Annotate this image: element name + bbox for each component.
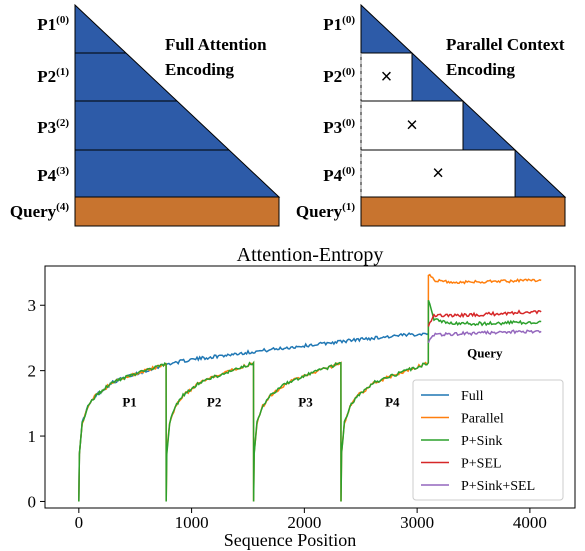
segment-label-p4: P4 bbox=[385, 395, 400, 410]
parallel-context-diagram: × × × P1(0) P2(0) P3(0) P4(0) Query(1) Parallel … bbox=[296, 3, 567, 227]
series-line-p-sink-sel bbox=[427, 329, 542, 344]
y-tick-label: 3 bbox=[28, 296, 37, 315]
y-tick-label: 2 bbox=[28, 362, 37, 381]
row-label-p2: P2(0) bbox=[323, 66, 355, 86]
masked-mark: × bbox=[381, 66, 393, 88]
row-label-p2: P2(1) bbox=[37, 66, 69, 86]
masked-block bbox=[360, 149, 516, 198]
query-band bbox=[360, 196, 566, 227]
diagram-subtitle: Encoding bbox=[165, 60, 234, 79]
y-tick-label: 0 bbox=[28, 492, 37, 511]
row-label-p4: P4(3) bbox=[37, 165, 69, 185]
legend-label: P+SEL bbox=[461, 457, 502, 472]
row-label-query: Query(1) bbox=[296, 201, 355, 221]
chart-title: Attention-Entropy bbox=[237, 244, 384, 266]
full-attention-diagram: P1(0) P2(1) P3(2) P4(3) Query(4) Full Attenti… bbox=[10, 3, 281, 227]
x-tick-label: 2000 bbox=[287, 513, 321, 532]
series-line-p-sink bbox=[78, 300, 542, 502]
row-label-p3: P3(0) bbox=[323, 117, 355, 137]
legend bbox=[412, 379, 564, 501]
legend-label: Parallel bbox=[461, 412, 504, 427]
x-tick-label: 0 bbox=[75, 513, 84, 532]
x-tick-label: 1000 bbox=[175, 513, 209, 532]
segment-label-p1: P1 bbox=[122, 395, 136, 410]
row-label-p1: P1(0) bbox=[37, 14, 69, 34]
diagram-subtitle: Encoding bbox=[446, 60, 515, 79]
query-band bbox=[74, 196, 280, 227]
y-tick-label: 1 bbox=[28, 427, 37, 446]
diagram-title: Parallel Context bbox=[446, 35, 565, 54]
series-line-p-sel bbox=[427, 309, 542, 327]
legend-label: P+Sink bbox=[461, 434, 502, 449]
attention-entropy-plot: Attention-Entropy 0 1000 2000 3000 4000 0 1 2 3 Se… bbox=[28, 244, 576, 550]
masked-mark: × bbox=[432, 163, 444, 185]
diagram-title: Full Attention bbox=[165, 35, 267, 54]
x-tick-label: 4000 bbox=[513, 513, 547, 532]
masked-mark: × bbox=[406, 115, 418, 137]
row-label-query: Query(4) bbox=[10, 201, 69, 221]
segment-label-p2: P2 bbox=[207, 395, 221, 410]
row-label-p3: P3(2) bbox=[37, 117, 69, 137]
row-label-p4: P4(0) bbox=[323, 165, 355, 185]
x-tick-label: 3000 bbox=[400, 513, 434, 532]
legend-label: P+Sink+SEL bbox=[461, 479, 535, 494]
masked-block bbox=[360, 100, 464, 151]
x-axis-label: Sequence Position bbox=[224, 530, 357, 550]
axes-frame bbox=[44, 265, 576, 509]
legend-label: Full bbox=[461, 389, 484, 404]
row-label-p1: P1(0) bbox=[323, 14, 355, 34]
segment-label-p3: P3 bbox=[298, 395, 313, 410]
segment-label-query: Query bbox=[467, 346, 503, 361]
